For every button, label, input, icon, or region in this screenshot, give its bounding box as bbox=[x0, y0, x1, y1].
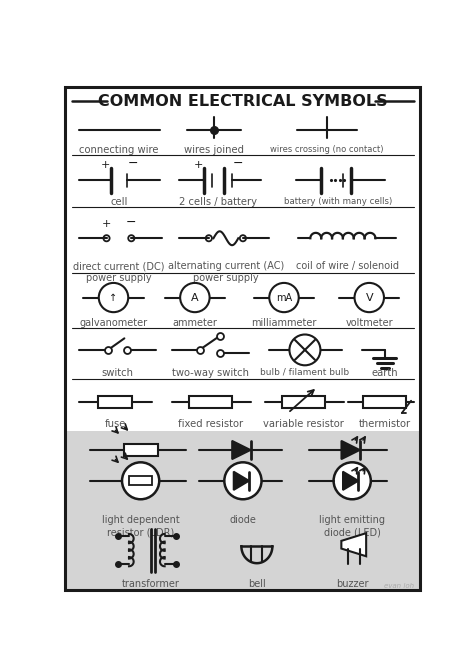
Text: −: − bbox=[126, 216, 137, 229]
Text: −: − bbox=[233, 157, 244, 170]
Text: +: + bbox=[102, 219, 111, 229]
Bar bbox=[282, 396, 325, 409]
Circle shape bbox=[122, 462, 159, 499]
Text: cell: cell bbox=[110, 198, 128, 208]
Text: diode: diode bbox=[229, 515, 256, 525]
Text: A: A bbox=[191, 293, 199, 303]
Bar bbox=[363, 396, 406, 409]
Text: switch: switch bbox=[101, 368, 133, 378]
Text: −: − bbox=[128, 157, 138, 170]
Polygon shape bbox=[232, 441, 251, 459]
Bar bbox=[129, 476, 152, 486]
Text: galvanometer: galvanometer bbox=[80, 318, 147, 328]
Text: mA: mA bbox=[276, 293, 292, 303]
Polygon shape bbox=[343, 472, 358, 490]
Text: earth: earth bbox=[372, 368, 398, 378]
Circle shape bbox=[180, 283, 210, 312]
Text: buzzer: buzzer bbox=[336, 580, 368, 590]
Polygon shape bbox=[234, 472, 249, 490]
Text: direct current (DC)
power supply: direct current (DC) power supply bbox=[73, 261, 164, 283]
Text: bulb / filament bulb: bulb / filament bulb bbox=[260, 368, 349, 377]
Circle shape bbox=[99, 283, 128, 312]
Text: 2 cells / battery: 2 cells / battery bbox=[179, 198, 257, 208]
Text: connecting wire: connecting wire bbox=[79, 145, 159, 155]
Text: V: V bbox=[365, 293, 373, 303]
Text: transformer: transformer bbox=[122, 580, 180, 590]
Bar bbox=[189, 396, 232, 409]
Text: evan loh: evan loh bbox=[384, 583, 414, 589]
Circle shape bbox=[334, 462, 371, 499]
Text: ammeter: ammeter bbox=[173, 318, 217, 328]
Circle shape bbox=[224, 462, 262, 499]
Text: light dependent
resistor (LDR): light dependent resistor (LDR) bbox=[102, 515, 180, 537]
Text: two-way switch: two-way switch bbox=[172, 368, 249, 378]
Text: wires joined: wires joined bbox=[184, 145, 244, 155]
Bar bbox=[66, 431, 419, 591]
Circle shape bbox=[269, 283, 299, 312]
Text: voltmeter: voltmeter bbox=[346, 318, 393, 328]
Text: milliammeter: milliammeter bbox=[251, 318, 317, 328]
Text: +: + bbox=[100, 159, 109, 170]
Circle shape bbox=[290, 334, 320, 365]
Text: fuse: fuse bbox=[104, 419, 126, 429]
Text: ↑: ↑ bbox=[109, 293, 118, 303]
Bar bbox=[124, 444, 158, 456]
Text: light emitting
diode (LED): light emitting diode (LED) bbox=[319, 515, 385, 537]
Text: alternating current (AC)
power supply: alternating current (AC) power supply bbox=[168, 261, 284, 283]
Polygon shape bbox=[341, 533, 366, 556]
Text: wires crossing (no contact): wires crossing (no contact) bbox=[270, 145, 383, 154]
Text: fixed resistor: fixed resistor bbox=[178, 419, 243, 429]
Text: COMMON ELECTRICAL SYMBOLS: COMMON ELECTRICAL SYMBOLS bbox=[98, 94, 388, 109]
Text: +: + bbox=[193, 159, 203, 170]
Text: bell: bell bbox=[248, 580, 266, 590]
Bar bbox=[98, 396, 132, 409]
Text: coil of wire / solenoid: coil of wire / solenoid bbox=[296, 261, 399, 271]
Circle shape bbox=[355, 283, 384, 312]
Text: battery (with many cells): battery (with many cells) bbox=[284, 198, 392, 206]
Polygon shape bbox=[341, 441, 360, 459]
Text: variable resistor: variable resistor bbox=[263, 419, 344, 429]
Text: thermistor: thermistor bbox=[359, 419, 411, 429]
